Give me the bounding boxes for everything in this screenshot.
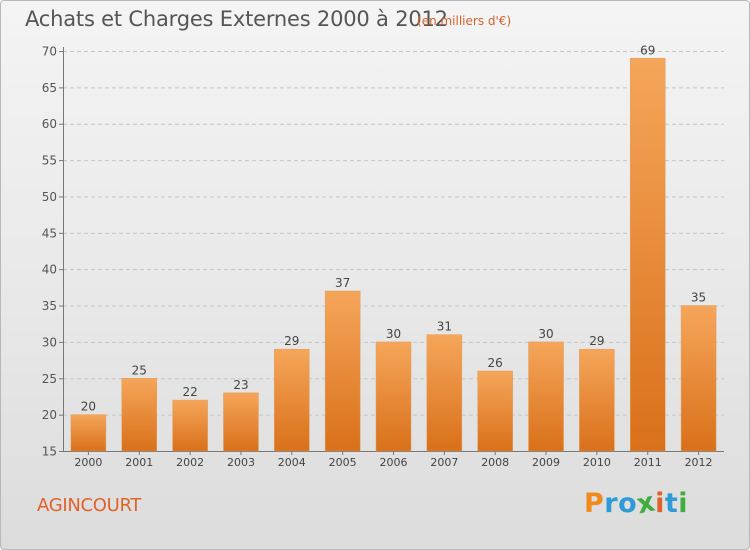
data-label: 23 [233, 378, 248, 392]
bar-2010 [579, 348, 615, 452]
data-label: 37 [335, 276, 350, 290]
data-label: 30 [386, 327, 401, 341]
bar-2004 [274, 348, 310, 452]
bar-2009 [528, 341, 564, 452]
chart-subtitle: (en milliers d'€) [417, 14, 512, 28]
x-tick-label: 2010 [583, 456, 611, 469]
proxiti-letter: i [678, 488, 689, 519]
proxiti-letter: t [664, 488, 679, 519]
data-label: 29 [284, 334, 299, 348]
proxiti-letter: i [655, 488, 665, 519]
y-tick-label: 65 [42, 81, 57, 95]
x-tick-label: 2002 [176, 456, 204, 469]
proxiti-letter: o [618, 488, 638, 519]
data-label: 22 [182, 385, 197, 399]
y-tick-label: 50 [42, 190, 57, 204]
data-label: 35 [691, 291, 706, 305]
x-tick-label: 2006 [380, 456, 408, 469]
y-tick-label: 30 [42, 335, 57, 349]
data-label: 25 [132, 363, 147, 377]
bar-2002 [172, 399, 208, 452]
proxiti-letter: P [584, 488, 605, 519]
commune-name: AGINCOURT [37, 495, 142, 516]
data-label: 26 [488, 356, 503, 370]
y-tick-label: 15 [42, 445, 57, 459]
y-tick-label: 55 [42, 154, 57, 168]
x-tick-label: 2012 [685, 456, 713, 469]
bar-2005 [324, 290, 361, 452]
data-label: 31 [437, 320, 452, 334]
x-tick-label: 2005 [329, 456, 357, 469]
bar-2012 [680, 305, 717, 452]
data-label: 30 [538, 327, 553, 341]
y-tick-label: 45 [42, 226, 57, 240]
y-tick-label: 40 [42, 263, 57, 277]
x-tick-label: 2011 [634, 456, 662, 469]
data-label: 20 [81, 400, 96, 414]
y-tick-label: 60 [42, 117, 57, 131]
proxiti-letter: r [604, 488, 619, 519]
x-tick-label: 2008 [481, 456, 509, 469]
bar-2000 [70, 414, 107, 452]
x-tick-label: 2004 [278, 456, 306, 469]
y-tick-label: 35 [42, 299, 57, 313]
y-tick-label: 25 [42, 372, 57, 386]
proxiti-logo: Proxiti [584, 486, 689, 520]
x-tick-label: 2009 [532, 456, 560, 469]
y-tick-label: 70 [42, 45, 57, 59]
y-tick-label: 20 [42, 408, 57, 422]
bar-2007 [426, 334, 463, 452]
x-tick-label: 2003 [227, 456, 255, 469]
bar-2006 [375, 341, 412, 452]
bar-2003 [223, 392, 259, 452]
x-tick-label: 2001 [125, 456, 153, 469]
x-tick-label: 2000 [74, 456, 102, 469]
chart-title: Achats et Charges Externes 2000 à 2012 [25, 7, 448, 31]
x-tick-label: 2007 [430, 456, 458, 469]
data-label: 29 [589, 334, 604, 348]
bar-2001 [121, 378, 158, 452]
bar-2008 [477, 370, 513, 452]
data-label: 69 [640, 43, 655, 57]
bar-2011 [629, 58, 666, 452]
